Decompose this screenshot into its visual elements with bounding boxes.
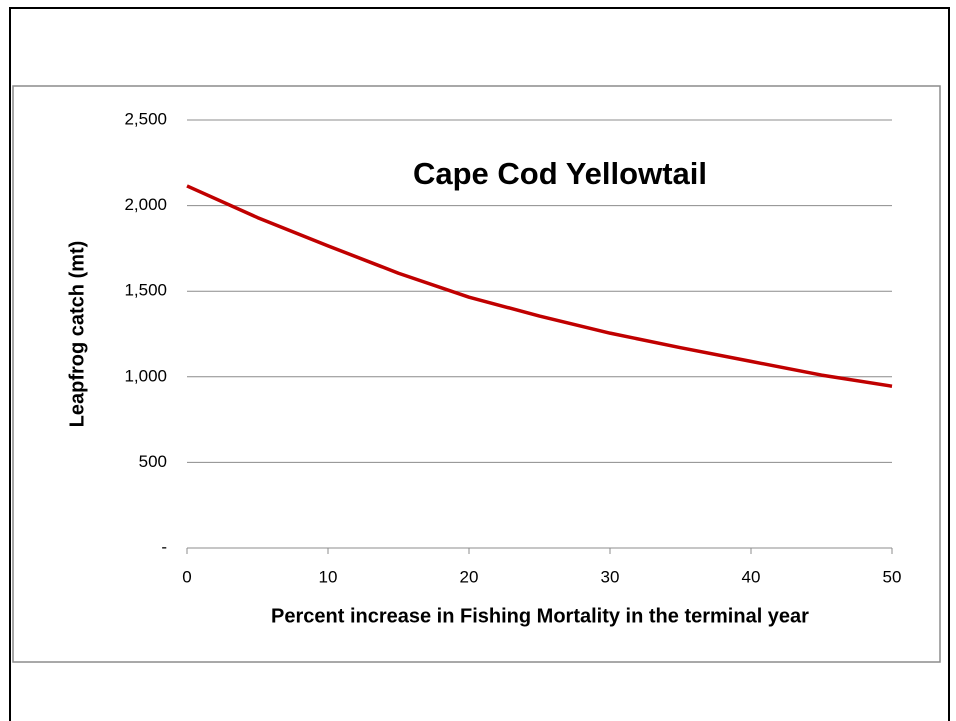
x-tick-label: 40 [742,567,761,586]
y-tick-label: 1,000 [124,366,167,385]
y-tick-label: 2,000 [124,195,167,214]
slide-border [9,7,950,721]
chart-frame [12,85,941,663]
x-tick-label: 10 [319,567,338,586]
series-line [186,184,893,388]
y-tick-label: - [161,537,167,556]
x-tick-label: 20 [460,567,479,586]
chart-title: Cape Cod Yellowtail [413,156,707,191]
x-tick-label: 0 [182,567,191,586]
x-axis-label: Percent increase in Fishing Mortality in… [271,605,809,627]
y-tick-label: 500 [139,452,167,471]
y-tick-label: 1,500 [124,281,167,300]
x-tick-label: 30 [601,567,620,586]
y-axis-label: Leapfrog catch (mt) [66,241,88,428]
x-tick-label: 50 [883,567,902,586]
y-tick-label: 2,500 [124,109,167,128]
